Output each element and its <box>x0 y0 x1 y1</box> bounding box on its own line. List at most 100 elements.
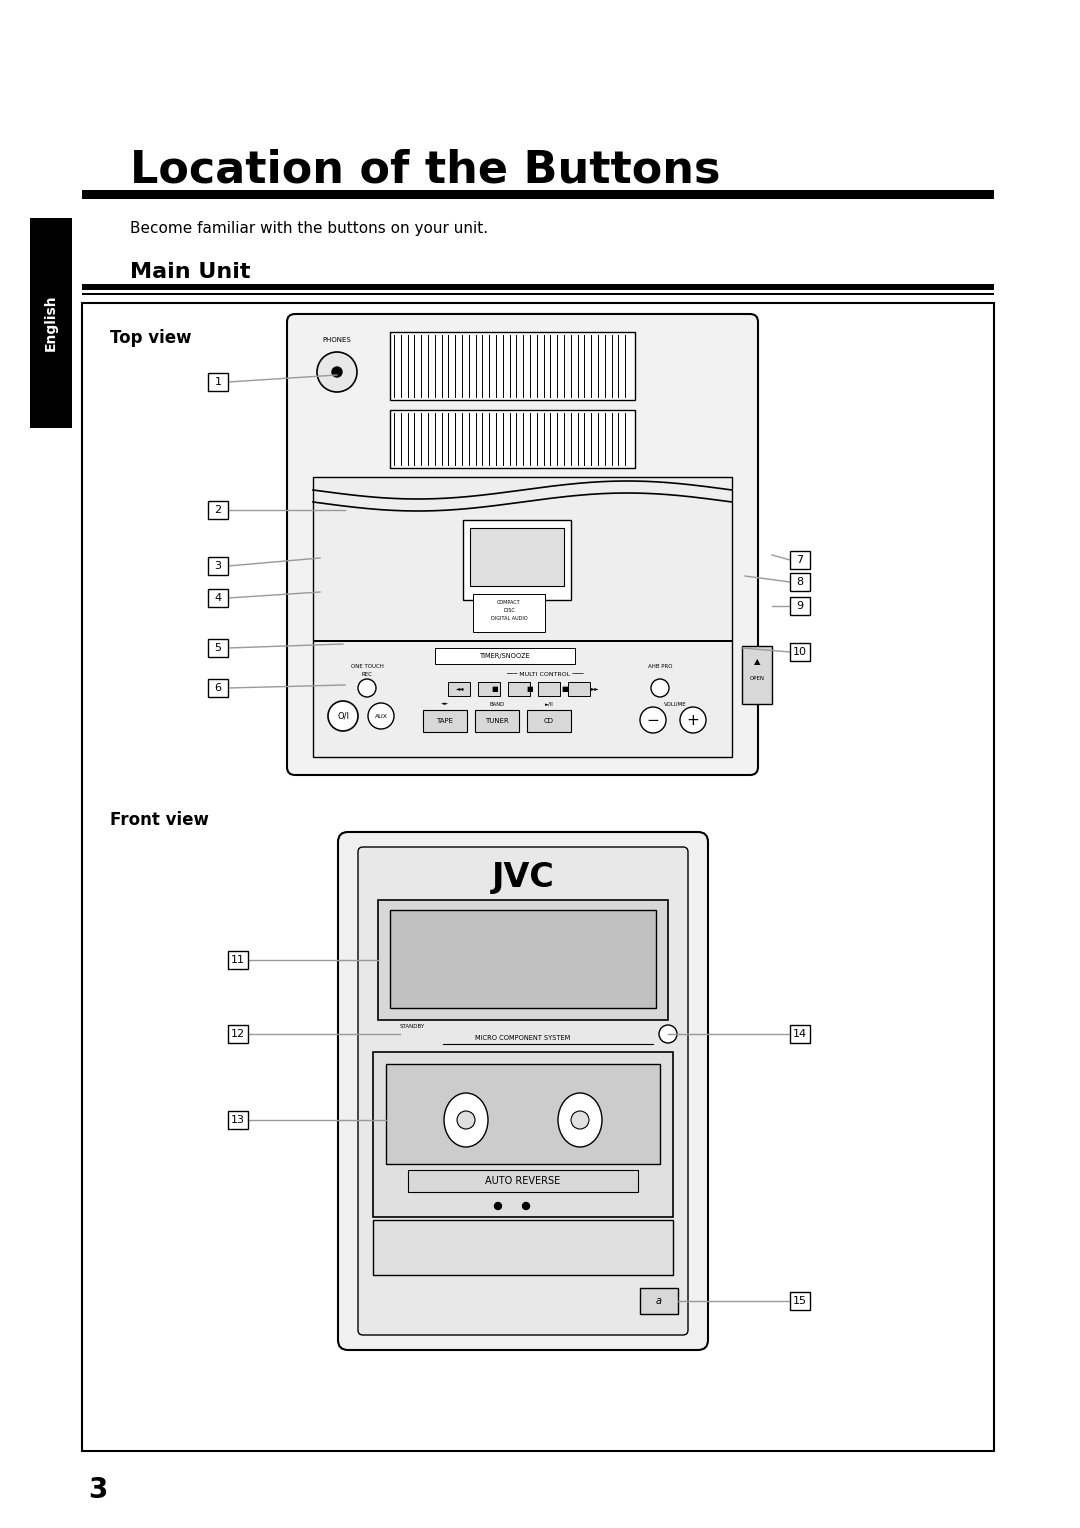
Text: ■: ■ <box>562 686 568 692</box>
Bar <box>82 189 994 199</box>
Bar <box>82 284 994 290</box>
Circle shape <box>680 707 706 733</box>
Bar <box>208 639 228 657</box>
Text: ▲: ▲ <box>754 657 760 666</box>
Bar <box>408 1170 638 1192</box>
Circle shape <box>328 701 357 730</box>
Text: 15: 15 <box>793 1296 807 1306</box>
Bar <box>390 332 635 400</box>
Text: TAPE: TAPE <box>436 718 454 724</box>
Circle shape <box>571 1111 589 1129</box>
Bar <box>463 520 571 601</box>
Text: −: − <box>647 712 660 727</box>
Bar <box>208 678 228 697</box>
Circle shape <box>495 1203 501 1210</box>
Circle shape <box>357 678 376 697</box>
Text: Location of the Buttons: Location of the Buttons <box>130 148 720 191</box>
Bar <box>789 552 810 568</box>
Bar <box>373 1051 673 1216</box>
Text: 8: 8 <box>796 578 804 587</box>
Text: STANDBY: STANDBY <box>400 1024 426 1030</box>
Text: AUX: AUX <box>375 714 388 718</box>
Bar <box>473 594 545 633</box>
Bar <box>390 410 635 468</box>
Bar <box>742 646 772 704</box>
Circle shape <box>318 351 357 393</box>
FancyBboxPatch shape <box>287 313 758 775</box>
Text: Main Unit: Main Unit <box>130 261 251 283</box>
Bar <box>313 477 732 756</box>
Text: 14: 14 <box>793 1028 807 1039</box>
Text: PHONES: PHONES <box>323 338 351 342</box>
Text: AUTO REVERSE: AUTO REVERSE <box>485 1177 561 1186</box>
Text: 3: 3 <box>87 1476 107 1504</box>
Text: 4: 4 <box>215 593 221 604</box>
Circle shape <box>457 1111 475 1129</box>
Bar <box>313 640 732 642</box>
Text: English: English <box>44 295 58 351</box>
Text: Become familiar with the buttons on your unit.: Become familiar with the buttons on your… <box>130 220 488 235</box>
Bar <box>228 1025 248 1044</box>
Text: MICRO COMPONENT SYSTEM: MICRO COMPONENT SYSTEM <box>475 1034 570 1041</box>
Text: ■: ■ <box>527 686 534 692</box>
Bar <box>640 1288 678 1314</box>
Text: O/I: O/I <box>337 712 349 721</box>
Text: DIGITAL AUDIO: DIGITAL AUDIO <box>490 616 527 620</box>
Text: ◄◄: ◄◄ <box>456 686 464 692</box>
Text: OPEN: OPEN <box>750 675 765 680</box>
Text: 3: 3 <box>215 561 221 571</box>
Circle shape <box>368 703 394 729</box>
Text: ►/II: ►/II <box>544 701 553 706</box>
Bar <box>789 597 810 614</box>
Text: 5: 5 <box>215 643 221 652</box>
Bar <box>789 1293 810 1309</box>
Bar <box>390 911 656 1008</box>
Bar <box>478 681 500 695</box>
Circle shape <box>640 707 666 733</box>
Text: Top view: Top view <box>110 329 191 347</box>
Text: 13: 13 <box>231 1115 245 1125</box>
Text: 10: 10 <box>793 646 807 657</box>
Text: DISC: DISC <box>503 608 515 613</box>
Bar <box>568 681 590 695</box>
Bar <box>228 1111 248 1129</box>
Bar <box>423 711 467 732</box>
Bar <box>448 681 470 695</box>
Bar <box>82 293 994 295</box>
Circle shape <box>651 678 669 697</box>
Text: Front view: Front view <box>110 811 208 830</box>
Text: ■: ■ <box>491 686 498 692</box>
Bar <box>208 501 228 520</box>
Text: REC: REC <box>362 671 373 677</box>
Bar <box>475 711 519 732</box>
Bar <box>538 681 561 695</box>
Text: 12: 12 <box>231 1028 245 1039</box>
Text: a: a <box>656 1296 662 1306</box>
Bar <box>208 588 228 607</box>
Text: ►►: ►► <box>591 686 599 692</box>
Bar <box>378 900 669 1021</box>
FancyBboxPatch shape <box>338 833 708 1351</box>
Text: AHB PRO: AHB PRO <box>648 663 672 669</box>
Text: 6: 6 <box>215 683 221 694</box>
Bar <box>789 1025 810 1044</box>
Text: VOLUME: VOLUME <box>664 701 686 706</box>
Text: 2: 2 <box>215 504 221 515</box>
Bar <box>208 373 228 391</box>
Text: 11: 11 <box>231 955 245 966</box>
Bar <box>386 1063 660 1164</box>
FancyBboxPatch shape <box>357 847 688 1335</box>
Text: ONE TOUCH: ONE TOUCH <box>351 663 383 669</box>
Text: ─── MULTI CONTROL ───: ─── MULTI CONTROL ─── <box>507 671 584 677</box>
Text: ◄►: ◄► <box>441 701 449 706</box>
Ellipse shape <box>444 1093 488 1148</box>
Text: JVC: JVC <box>491 860 554 894</box>
Bar <box>30 219 72 428</box>
Bar <box>789 573 810 591</box>
Circle shape <box>523 1203 529 1210</box>
Bar <box>208 558 228 575</box>
Text: TIMER/SNOOZE: TIMER/SNOOZE <box>480 652 530 659</box>
Bar <box>82 303 994 1452</box>
Bar <box>435 648 575 665</box>
Bar <box>373 1219 673 1274</box>
